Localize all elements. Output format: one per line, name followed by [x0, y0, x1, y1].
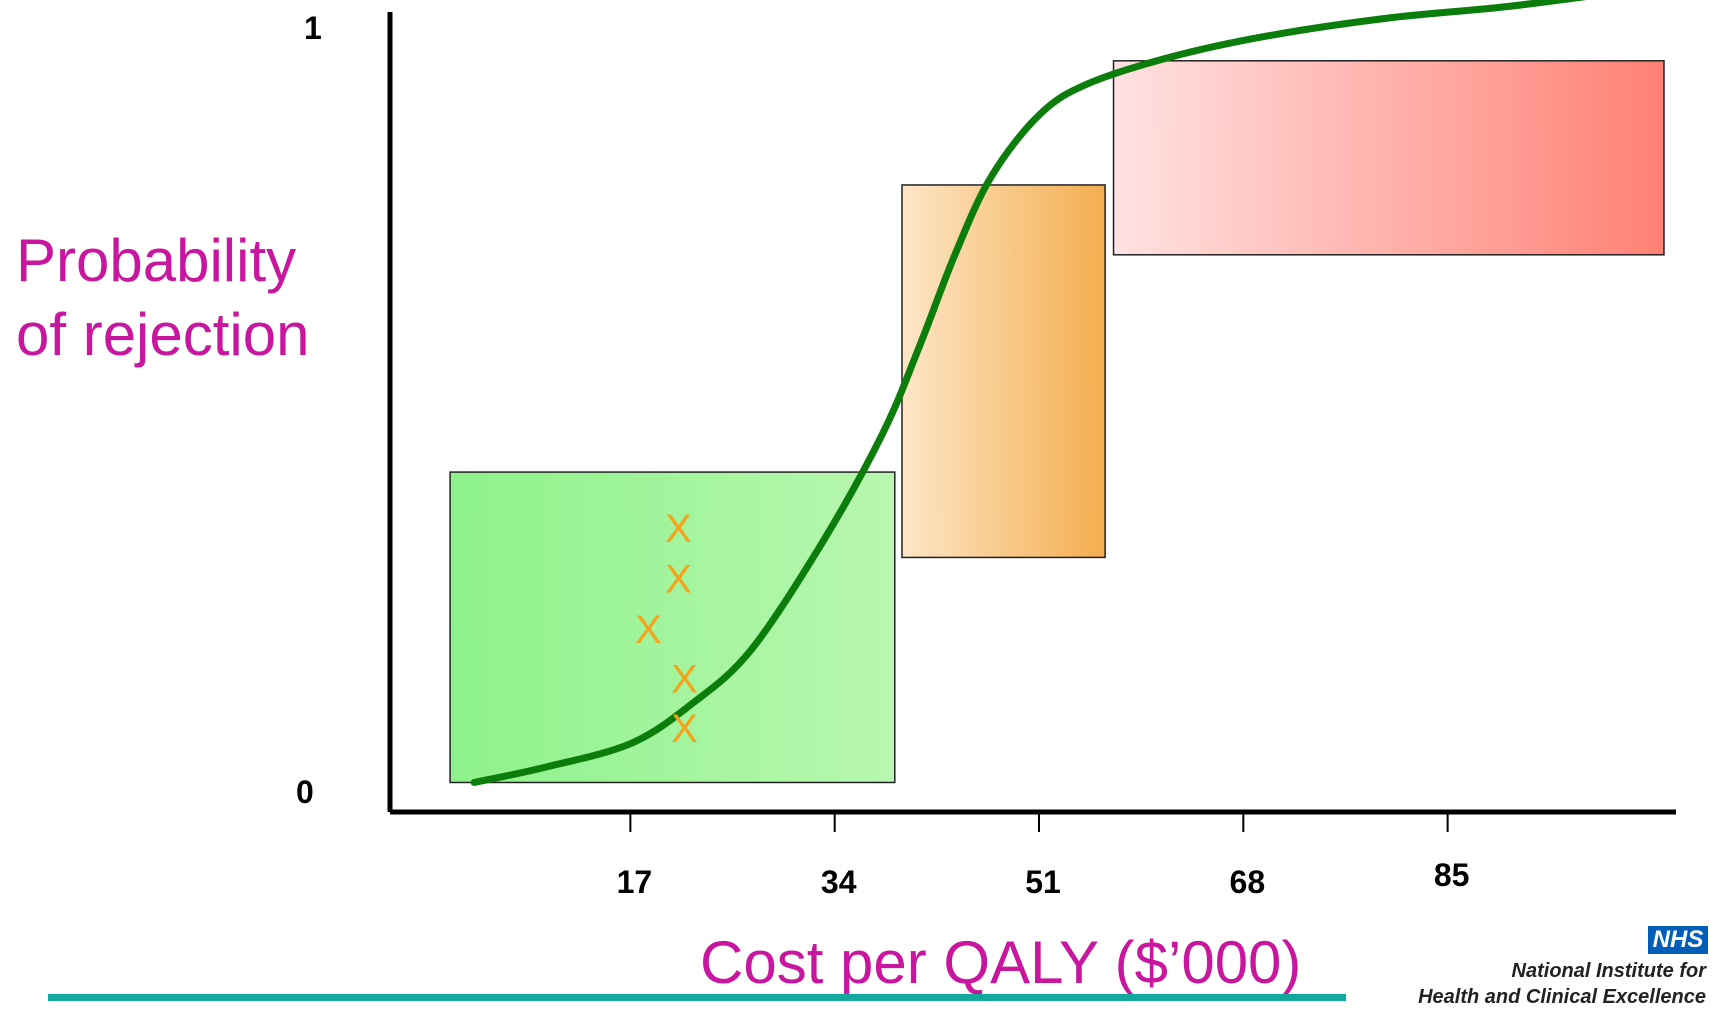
- x-marker: X: [671, 657, 698, 701]
- y-tick-1: 1: [304, 10, 322, 46]
- x-marker: X: [671, 707, 698, 751]
- x-tick-label: 51: [1025, 864, 1061, 900]
- y-axis-label: Probability of rejection: [16, 224, 310, 372]
- x-tick-label: 34: [821, 864, 857, 900]
- x-marker: X: [665, 507, 692, 551]
- acceptance-zone-box: [449, 471, 896, 784]
- rejection-zone-box: [1112, 60, 1665, 256]
- nhs-logo: NHS: [1648, 926, 1708, 954]
- y-axis-label-line1: Probability: [16, 227, 297, 294]
- x-tick-label: 85: [1434, 857, 1470, 893]
- org-name-line2: Health and Clinical Excellence: [1418, 986, 1706, 1008]
- x-tick-label: 17: [617, 864, 653, 900]
- x-axis-label: Cost per QALY ($’000): [700, 929, 1302, 996]
- x-tick-label: 68: [1230, 864, 1266, 900]
- org-name-line1: National Institute for: [1511, 960, 1706, 982]
- rejection-curve-line: [470, 0, 1587, 786]
- footer-rule: [48, 994, 1346, 1001]
- y-tick-0: 0: [296, 774, 314, 810]
- x-marker: X: [635, 608, 662, 652]
- y-axis-label-line2: of rejection: [16, 301, 310, 368]
- x-marker: X: [665, 557, 692, 601]
- uncertain-zone-box: [901, 184, 1106, 559]
